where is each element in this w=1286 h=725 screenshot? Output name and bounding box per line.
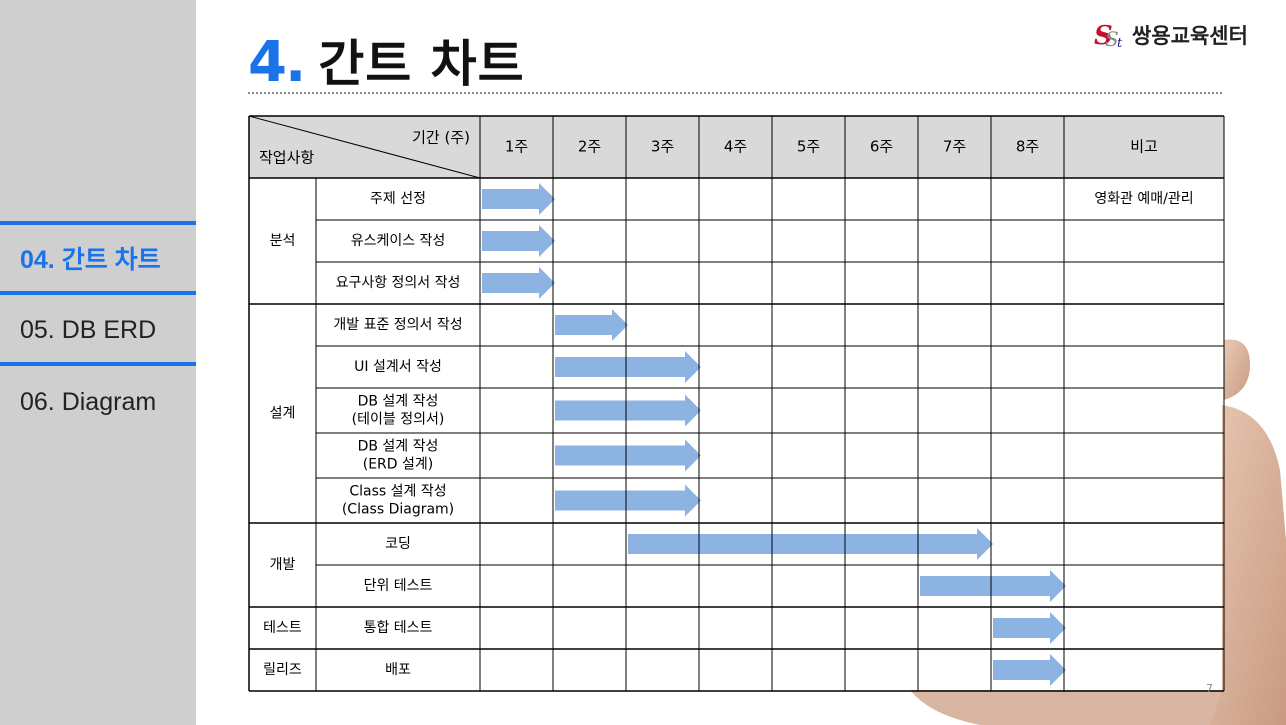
week-header: 1주 [505,138,528,156]
logo: S S t 쌍용교육센터 [1092,20,1248,50]
task-label: 코딩 [385,536,411,552]
gantt-arrow [993,654,1066,686]
svg-text:t: t [1117,36,1123,50]
task-label: (Class Diagram) [342,502,454,518]
task-label: DB 설계 작성 [358,439,439,455]
gantt-arrow [555,484,701,517]
gantt-arrow [482,225,555,257]
remark-header: 비고 [1130,138,1158,156]
logo-mark-icon: S S t [1094,21,1123,50]
task-label: 배포 [385,662,411,678]
nav-divider [0,362,196,366]
nav-item-diagram[interactable]: 06. Diagram [20,387,157,416]
week-header: 2주 [578,138,601,156]
gantt-arrow [628,528,993,560]
svg-text:S: S [1105,27,1119,50]
gantt-arrow [482,267,555,299]
remark-cell: 영화관 예매/관리 [1094,191,1193,207]
task-label: 단위 테스트 [364,578,433,594]
gantt-arrow [555,351,701,383]
task-label: UI 설계서 작성 [354,359,442,375]
corner-label-period: 기간 (주) [412,129,470,147]
gantt-arrow [482,183,555,215]
task-label: (ERD 설계) [363,457,434,473]
gantt-arrow [993,612,1066,644]
gantt-arrow [555,309,628,341]
sidebar: 04. 간트 차트 05. DB ERD 06. Diagram [0,0,196,725]
task-label: 개발 표준 정의서 작성 [333,317,462,333]
group-label: 설계 [270,406,296,422]
week-header: 3주 [651,138,674,156]
task-label: 통합 테스트 [364,620,433,636]
week-header: 6주 [870,138,893,156]
group-label: 개발 [270,557,296,573]
title-divider [248,92,1222,94]
gantt-arrow [555,439,701,472]
svg-text:S: S [1094,21,1113,50]
title-text: 간트 차트 [318,35,525,93]
task-label: (테이블 정의서) [352,412,445,428]
gantt-arrow [920,570,1066,602]
page-title: 4. 간트 차트 [248,24,525,95]
task-label: 유스케이스 작성 [351,233,446,249]
nav-item-db-erd[interactable]: 05. DB ERD [20,315,157,344]
page-number: 7 [1206,682,1213,695]
logo-text: 쌍용교육센터 [1132,24,1248,48]
corner-diagonal [248,115,481,179]
gantt-arrow [555,394,701,427]
group-label: 테스트 [263,620,302,636]
title-number: 4. [248,30,306,95]
nav-divider [0,291,196,295]
week-header: 5주 [797,138,820,156]
task-label: DB 설계 작성 [358,394,439,410]
corner-label-task: 작업사항 [259,149,314,167]
task-label: 주제 선정 [370,191,426,207]
gantt-header-bg [249,116,1224,178]
group-label: 릴리즈 [263,662,302,678]
task-label: Class 설계 작성 [349,484,446,500]
group-label: 분석 [270,233,296,249]
nav-divider [0,221,196,225]
week-header: 4주 [724,138,747,156]
nav-item-gantt-chart[interactable]: 04. 간트 차트 [20,246,161,274]
week-header: 8주 [1016,138,1039,156]
task-label: 요구사항 정의서 작성 [336,275,461,291]
week-header: 7주 [943,138,966,156]
